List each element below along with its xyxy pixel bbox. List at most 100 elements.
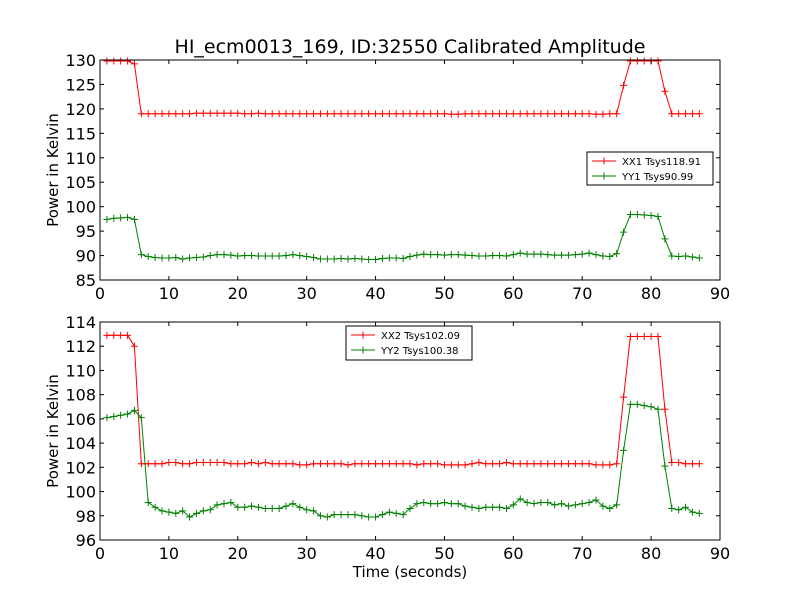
- data-point: [124, 57, 132, 65]
- data-point: [551, 460, 559, 468]
- data-point: [213, 501, 221, 509]
- data-point: [447, 461, 455, 469]
- data-point: [165, 110, 173, 118]
- data-point: [385, 508, 393, 516]
- data-point: [502, 458, 510, 466]
- data-point: [688, 460, 696, 468]
- data-point: [427, 460, 435, 468]
- data-point: [427, 251, 435, 259]
- data-point: [172, 254, 180, 262]
- data-point: [661, 87, 669, 95]
- data-point: [385, 110, 393, 118]
- data-point: [406, 460, 414, 468]
- data-point: [647, 403, 655, 411]
- data-point: [668, 458, 676, 466]
- data-point: [661, 405, 669, 413]
- data-point: [413, 110, 421, 118]
- data-point: [303, 110, 311, 118]
- data-point: [530, 110, 538, 118]
- data-point: [130, 60, 138, 68]
- data-point: [275, 460, 283, 468]
- data-point: [440, 251, 448, 259]
- data-point: [323, 513, 331, 521]
- data-point: [213, 251, 221, 259]
- data-point: [206, 458, 214, 466]
- data-point: [537, 498, 545, 506]
- data-point: [558, 460, 566, 468]
- data-point: [103, 414, 111, 422]
- data-point: [351, 511, 359, 519]
- data-point: [434, 460, 442, 468]
- data-point: [613, 460, 621, 468]
- data-point: [454, 251, 462, 259]
- data-point: [144, 498, 152, 506]
- data-point: [461, 461, 469, 469]
- data-point: [310, 254, 318, 262]
- series-1: [103, 331, 703, 469]
- data-point: [447, 110, 455, 118]
- legend-label: YY2 Tsys100.38: [380, 346, 459, 357]
- data-point: [179, 255, 187, 263]
- data-point: [351, 110, 359, 118]
- data-point: [165, 458, 173, 466]
- y-tick-label: 100: [65, 198, 96, 217]
- data-point: [110, 57, 118, 65]
- data-point: [496, 460, 504, 468]
- data-point: [523, 498, 531, 506]
- data-point: [682, 503, 690, 511]
- data-point: [551, 110, 559, 118]
- data-point: [578, 250, 586, 258]
- data-point: [675, 253, 683, 261]
- data-point: [688, 253, 696, 261]
- data-point: [323, 110, 331, 118]
- y-tick-label: 106: [65, 410, 96, 429]
- y-tick-label: 95: [76, 222, 96, 241]
- legend-box: [345, 325, 473, 361]
- data-point: [640, 211, 648, 219]
- data-point: [654, 57, 662, 65]
- y-tick-label: 125: [65, 75, 96, 94]
- data-point: [227, 251, 235, 259]
- data-point: [241, 110, 249, 118]
- data-point: [434, 500, 442, 508]
- data-point: [303, 461, 311, 469]
- x-tick-label: 20: [228, 544, 248, 563]
- data-point: [206, 252, 214, 260]
- data-point: [509, 501, 517, 509]
- data-point: [537, 110, 545, 118]
- data-point: [688, 110, 696, 118]
- data-point: [468, 110, 476, 118]
- data-point: [585, 460, 593, 468]
- legend-label: XX1 Tsys118.91: [622, 157, 701, 168]
- data-point: [564, 251, 572, 259]
- data-point: [592, 461, 600, 469]
- data-point: [130, 342, 138, 350]
- data-point: [179, 507, 187, 515]
- x-tick-label: 30: [296, 544, 316, 563]
- data-point: [544, 498, 552, 506]
- data-point: [323, 460, 331, 468]
- data-point: [365, 255, 373, 263]
- data-point: [440, 498, 448, 506]
- data-point: [544, 251, 552, 259]
- data-point: [158, 507, 166, 515]
- legend-label: XX2 Tsys102.09: [381, 331, 460, 342]
- data-point: [378, 460, 386, 468]
- data-point: [248, 252, 256, 260]
- data-point: [220, 500, 228, 508]
- data-point: [316, 255, 324, 263]
- data-point: [220, 251, 228, 259]
- data-point: [310, 110, 318, 118]
- x-tick-label: 80: [641, 284, 661, 303]
- data-point: [151, 460, 159, 468]
- data-point: [682, 460, 690, 468]
- data-point: [337, 460, 345, 468]
- data-point: [530, 500, 538, 508]
- data-point: [275, 110, 283, 118]
- data-point: [482, 110, 490, 118]
- data-point: [613, 110, 621, 118]
- data-point: [158, 460, 166, 468]
- data-point: [330, 110, 338, 118]
- data-point: [186, 460, 194, 468]
